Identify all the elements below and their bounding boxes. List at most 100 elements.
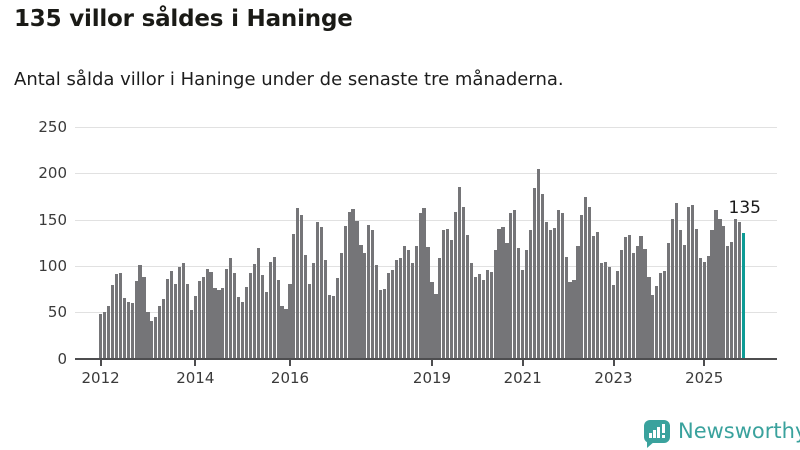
bar bbox=[371, 229, 375, 359]
bar bbox=[611, 285, 616, 359]
bar bbox=[442, 229, 446, 359]
bar bbox=[213, 288, 217, 359]
bar bbox=[596, 231, 600, 359]
bar bbox=[386, 273, 391, 359]
bar bbox=[355, 221, 359, 359]
bar bbox=[517, 248, 521, 359]
bar bbox=[631, 252, 635, 359]
bar bbox=[458, 187, 462, 359]
bar bbox=[552, 227, 556, 359]
bar bbox=[130, 302, 134, 359]
gridline bbox=[75, 312, 777, 314]
bar bbox=[465, 235, 470, 359]
bar bbox=[134, 280, 138, 359]
bar bbox=[532, 188, 537, 359]
bar bbox=[580, 214, 584, 359]
bar bbox=[284, 309, 288, 359]
bar bbox=[521, 269, 525, 359]
bar bbox=[252, 264, 257, 359]
bar bbox=[201, 277, 205, 359]
bar bbox=[473, 277, 477, 359]
bar bbox=[272, 256, 276, 359]
bar bbox=[375, 264, 379, 359]
bar bbox=[126, 302, 130, 359]
bar bbox=[544, 222, 548, 359]
bar bbox=[446, 228, 450, 359]
bar bbox=[564, 256, 568, 359]
bar bbox=[603, 262, 608, 359]
bar bbox=[588, 206, 592, 359]
bar bbox=[509, 213, 513, 359]
bar bbox=[548, 229, 552, 359]
newsworthy-speech-bubble-chart-icon bbox=[644, 419, 670, 448]
newsworthy-logo: Newsworthy bbox=[644, 417, 800, 448]
x-axis-label: 2014 bbox=[176, 369, 215, 387]
bar bbox=[244, 287, 249, 359]
bar bbox=[256, 248, 260, 359]
bar bbox=[394, 260, 399, 359]
bar bbox=[170, 271, 174, 359]
bar bbox=[300, 214, 304, 359]
brand-name: Newsworthy bbox=[678, 419, 800, 443]
bar bbox=[162, 299, 166, 359]
bar bbox=[513, 210, 517, 359]
x-axis-label: 2025 bbox=[685, 369, 724, 387]
bar bbox=[185, 284, 189, 359]
bar bbox=[363, 252, 367, 359]
bar bbox=[379, 289, 383, 359]
bar bbox=[505, 242, 509, 359]
bar bbox=[667, 242, 671, 359]
bar bbox=[639, 236, 643, 359]
bar bbox=[173, 284, 178, 359]
bar bbox=[181, 263, 186, 359]
bar bbox=[323, 260, 328, 359]
bar bbox=[102, 312, 107, 359]
bar bbox=[690, 204, 694, 359]
bar bbox=[106, 305, 111, 359]
bar bbox=[118, 273, 122, 359]
bar bbox=[438, 258, 442, 359]
bar bbox=[430, 281, 434, 359]
bar bbox=[327, 294, 331, 359]
bar bbox=[450, 239, 454, 359]
bar bbox=[154, 316, 158, 359]
y-axis-label: 100 bbox=[38, 256, 67, 275]
bar bbox=[276, 279, 280, 359]
y-axis-label: 200 bbox=[38, 164, 67, 183]
bar bbox=[481, 279, 485, 359]
bar bbox=[110, 285, 115, 359]
bar bbox=[643, 249, 647, 359]
bar bbox=[501, 227, 505, 359]
bar bbox=[296, 207, 300, 359]
bar bbox=[225, 268, 229, 359]
bar bbox=[714, 210, 718, 359]
bar bbox=[343, 226, 347, 359]
page-title: 135 villor såldes i Haninge bbox=[14, 6, 353, 32]
bar bbox=[627, 235, 631, 359]
x-axis-label: 2023 bbox=[594, 369, 633, 387]
bar bbox=[209, 272, 213, 359]
x-axis-label: 2021 bbox=[503, 369, 542, 387]
bar bbox=[331, 296, 335, 359]
bar bbox=[635, 246, 639, 359]
bar bbox=[193, 295, 197, 359]
bar bbox=[600, 263, 604, 359]
last-value-label: 135 bbox=[722, 198, 762, 218]
bar bbox=[205, 268, 209, 359]
bar bbox=[233, 273, 237, 359]
bar bbox=[319, 227, 324, 359]
bar bbox=[402, 246, 406, 359]
bar bbox=[268, 262, 272, 359]
x-axis-label: 2016 bbox=[270, 369, 310, 387]
bar bbox=[568, 281, 572, 359]
bar bbox=[674, 202, 679, 359]
page-subtitle: Antal sålda villor i Haninge under de se… bbox=[14, 69, 564, 90]
bar bbox=[576, 246, 580, 359]
bar bbox=[177, 266, 182, 359]
bar bbox=[607, 266, 612, 359]
bar bbox=[647, 277, 651, 359]
bar bbox=[351, 209, 355, 359]
bar bbox=[485, 269, 489, 359]
bar bbox=[406, 250, 410, 359]
